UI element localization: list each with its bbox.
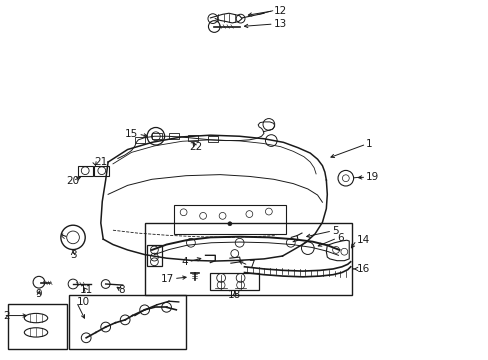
Bar — [210, 273, 259, 291]
Text: 9: 9 — [36, 289, 42, 299]
Bar — [8, 304, 66, 348]
Text: 11: 11 — [80, 285, 93, 296]
Bar — [188, 135, 198, 140]
Bar — [144, 223, 351, 295]
Bar — [94, 166, 109, 176]
Bar — [147, 244, 162, 266]
Text: 20: 20 — [66, 176, 80, 186]
Text: 7: 7 — [248, 260, 255, 270]
Text: 2: 2 — [3, 311, 10, 320]
Text: 3: 3 — [70, 250, 76, 260]
Text: 15: 15 — [125, 129, 138, 139]
Text: 1: 1 — [366, 139, 372, 149]
Text: 12: 12 — [273, 6, 286, 16]
Text: 14: 14 — [356, 235, 369, 245]
Bar — [207, 136, 217, 142]
Text: 4: 4 — [182, 257, 188, 267]
Circle shape — [227, 222, 231, 226]
Bar — [135, 137, 144, 143]
Bar — [174, 205, 285, 234]
Bar — [69, 295, 185, 348]
Bar — [169, 134, 179, 139]
Text: 6: 6 — [336, 233, 343, 243]
Text: 18: 18 — [228, 290, 241, 300]
Text: 22: 22 — [189, 142, 202, 152]
Text: 16: 16 — [356, 264, 369, 274]
Bar — [78, 166, 92, 176]
Text: 10: 10 — [76, 297, 89, 307]
Text: 19: 19 — [366, 172, 379, 182]
Text: 8: 8 — [118, 285, 125, 296]
Bar — [152, 134, 162, 139]
Text: 5: 5 — [331, 226, 338, 236]
Text: 13: 13 — [273, 19, 286, 29]
Text: 21: 21 — [94, 157, 107, 167]
Text: 17: 17 — [160, 274, 174, 284]
